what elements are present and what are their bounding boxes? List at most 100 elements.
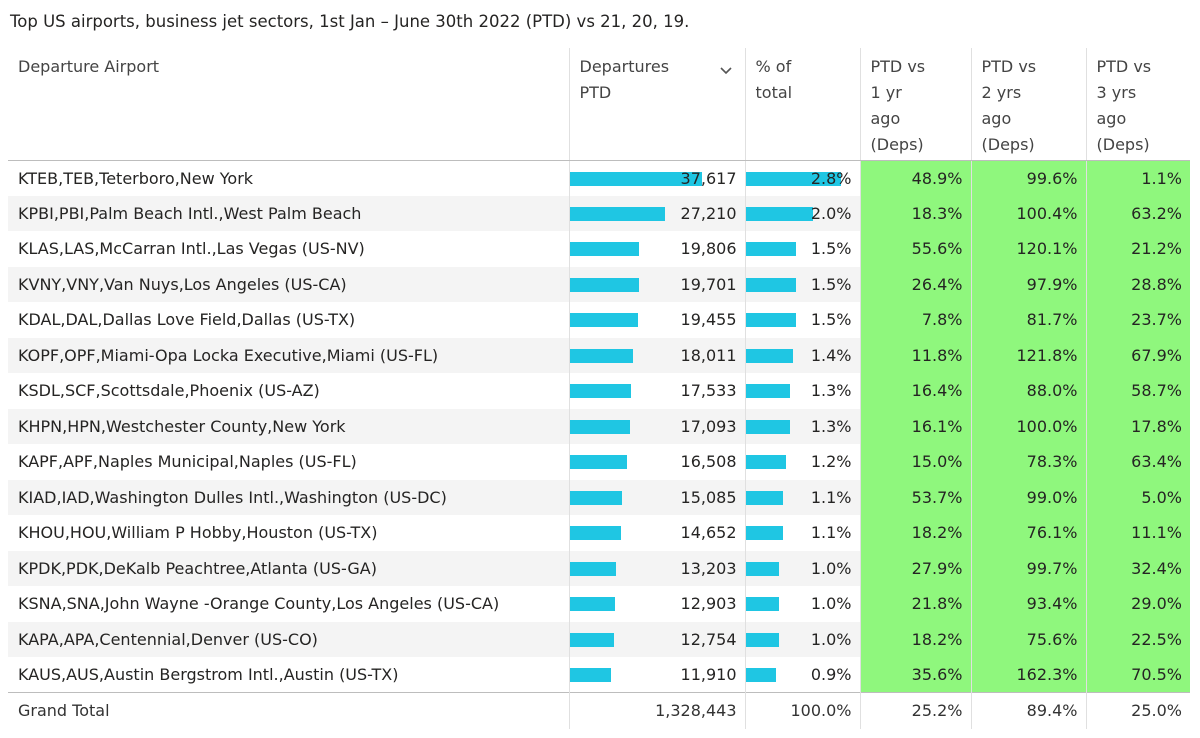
- table-row[interactable]: KSNA,SNA,John Wayne -Orange County,Los A…: [8, 586, 1190, 622]
- header-ptd-vs-1yr[interactable]: PTD vs 1 yr ago (Deps): [859, 48, 971, 161]
- vs-1yr-value: 21.8%: [859, 586, 971, 622]
- vs-2yrs-value: 81.7%: [970, 302, 1086, 338]
- page-title: Top US airports, business jet sectors, 1…: [10, 12, 690, 31]
- pct-value: 2.8%: [810, 168, 852, 188]
- pct-value: 1.1%: [810, 487, 852, 507]
- table-row[interactable]: KVNY,VNY,Van Nuys,Los Angeles (US-CA) 19,…: [8, 266, 1190, 302]
- vs-3yrs-value: 1.1%: [1085, 160, 1190, 196]
- table-row[interactable]: KLAS,LAS,McCarran Intl.,Las Vegas (US-NV…: [8, 231, 1190, 267]
- airport-name: KTEB,TEB,Teterboro,New York: [18, 168, 254, 188]
- pct-value: 1.0%: [810, 629, 852, 649]
- table-body: KTEB,TEB,Teterboro,New York 37,617 2.8% 48.…: [8, 160, 1190, 693]
- vs-1yr-value: 27.9%: [859, 550, 971, 586]
- departures-bar: [569, 313, 638, 327]
- header-label: (Deps): [981, 135, 1035, 154]
- vs-2yrs-value: 120.1%: [970, 231, 1086, 267]
- table-row[interactable]: KHOU,HOU,William P Hobby,Houston (US-TX)…: [8, 515, 1190, 551]
- pct-cell: 1.1%: [744, 515, 860, 551]
- vs-2yrs-value: 99.7%: [970, 550, 1086, 586]
- header-ptd-vs-3yrs[interactable]: PTD vs 3 yrs ago (Deps): [1085, 48, 1190, 161]
- table-row[interactable]: KAPF,APF,Naples Municipal,Naples (US-FL)…: [8, 444, 1190, 480]
- airport-name: KOPF,OPF,Miami-Opa Locka Executive,Miami…: [8, 337, 569, 373]
- table-row[interactable]: KPDK,PDK,DeKalb Peachtree,Atlanta (US-GA…: [8, 550, 1190, 586]
- grand-total-pct: 100.0%: [744, 692, 860, 729]
- departures-bar: [569, 526, 621, 540]
- airport-name: KHOU,HOU,William P Hobby,Houston (US-TX): [18, 523, 378, 543]
- vs-2yrs-value: 99.0%: [970, 479, 1086, 515]
- departures-bar: [569, 277, 639, 292]
- vs-3yrs-value: 58.7%: [1085, 373, 1190, 409]
- table-row[interactable]: KHPN,HPN,Westchester County,New York 17,0…: [8, 408, 1190, 444]
- departures-cell: 18,011: [568, 337, 745, 373]
- pct-value: 1.1%: [810, 523, 852, 542]
- departures-value: 27,210: [680, 203, 737, 223]
- chevron-down-icon[interactable]: [719, 58, 733, 84]
- vs-3yrs-value: 21.2%: [1085, 231, 1190, 267]
- pct-cell: 0.9%: [744, 657, 860, 693]
- vs-1yr-value: 7.8%: [859, 302, 971, 338]
- table-row[interactable]: KAUS,AUS,Austin Bergstrom Intl.,Austin (…: [8, 657, 1190, 693]
- vs-2yrs-value: 93.4%: [970, 586, 1086, 622]
- departures-value: 37,617: [680, 168, 737, 188]
- departures-cell: 16,508: [568, 444, 745, 480]
- grand-total-label: Grand Total: [8, 692, 569, 729]
- table-row[interactable]: KDAL,DAL,Dallas Love Field,Dallas (US-TX…: [8, 302, 1190, 338]
- departures-cell: 12,754: [568, 621, 745, 657]
- header-label: PTD: [579, 83, 612, 102]
- departures-value: 19,806: [680, 239, 737, 258]
- vs-3yrs-value: 29.0%: [1085, 586, 1190, 622]
- pct-cell: 1.5%: [744, 231, 860, 267]
- departures-bar: [569, 206, 665, 221]
- departures-bar: [569, 597, 615, 611]
- pct-cell: 1.0%: [744, 586, 860, 622]
- header-departures-ptd[interactable]: Departures PTD: [568, 48, 745, 161]
- pct-bar: [745, 419, 790, 434]
- airport-name: KAPF,APF,Naples Municipal,Naples (US-FL): [18, 452, 357, 472]
- departures-bar: [569, 490, 623, 505]
- pct-value: 1.3%: [810, 381, 852, 400]
- vs-2yrs-value: 88.0%: [970, 373, 1086, 409]
- departures-value: 17,533: [680, 381, 737, 400]
- pct-value: 1.4%: [810, 345, 852, 365]
- vs-2yrs-value: 100.0%: [970, 408, 1086, 444]
- pct-value: 1.5%: [810, 310, 852, 329]
- header-ptd-vs-2yrs[interactable]: PTD vs 2 yrs ago (Deps): [970, 48, 1086, 161]
- vs-1yr-value: 11.8%: [859, 337, 971, 373]
- grand-total-departures: 1,328,443: [568, 692, 745, 729]
- table-row[interactable]: KSDL,SCF,Scottsdale,Phoenix (US-AZ) 17,53…: [8, 373, 1190, 409]
- header-departure-airport[interactable]: Departure Airport: [8, 48, 569, 161]
- vs-3yrs-value: 67.9%: [1085, 337, 1190, 373]
- pct-bar: [745, 313, 797, 327]
- departures-value: 15,085: [680, 487, 737, 507]
- departures-cell: 19,701: [568, 266, 745, 302]
- departures-cell: 13,203: [568, 550, 745, 586]
- header-label: Departures: [579, 57, 670, 76]
- header-label: (Deps): [870, 135, 924, 154]
- departures-bar: [569, 171, 702, 186]
- pct-bar: [745, 597, 780, 611]
- header-label: PTD vs: [981, 57, 1037, 76]
- pct-cell: 1.4%: [744, 337, 860, 373]
- grand-total-vs-2yrs: 89.4%: [970, 692, 1086, 729]
- table-row[interactable]: KTEB,TEB,Teterboro,New York 37,617 2.8% 48.…: [8, 160, 1190, 196]
- departures-cell: 19,806: [568, 231, 745, 267]
- pct-cell: 1.5%: [744, 302, 860, 338]
- table-row[interactable]: KPBI,PBI,Palm Beach Intl.,West Palm Beac…: [8, 195, 1190, 231]
- departures-bar: [569, 455, 628, 469]
- table-row[interactable]: KAPA,APA,Centennial,Denver (US-CO) 12,754…: [8, 621, 1190, 657]
- grand-total-vs-1yr: 25.2%: [859, 692, 971, 729]
- table-row[interactable]: KIAD,IAD,Washington Dulles Intl.,Washing…: [8, 479, 1190, 515]
- departures-value: 13,203: [680, 558, 737, 578]
- grand-total-vs-3yrs: 25.0%: [1085, 692, 1190, 729]
- pct-value: 1.3%: [810, 416, 852, 436]
- header-pct-of-total[interactable]: % of total: [744, 48, 860, 161]
- header-label: total: [755, 83, 793, 102]
- pct-bar: [745, 455, 787, 469]
- vs-3yrs-value: 32.4%: [1085, 550, 1190, 586]
- pct-cell: 1.2%: [744, 444, 860, 480]
- vs-1yr-value: 26.4%: [859, 266, 971, 302]
- departures-cell: 14,652: [568, 515, 745, 551]
- table-row[interactable]: KOPF,OPF,Miami-Opa Locka Executive,Miami…: [8, 337, 1190, 373]
- departures-value: 19,455: [680, 310, 737, 329]
- vs-3yrs-value: 63.2%: [1085, 195, 1190, 231]
